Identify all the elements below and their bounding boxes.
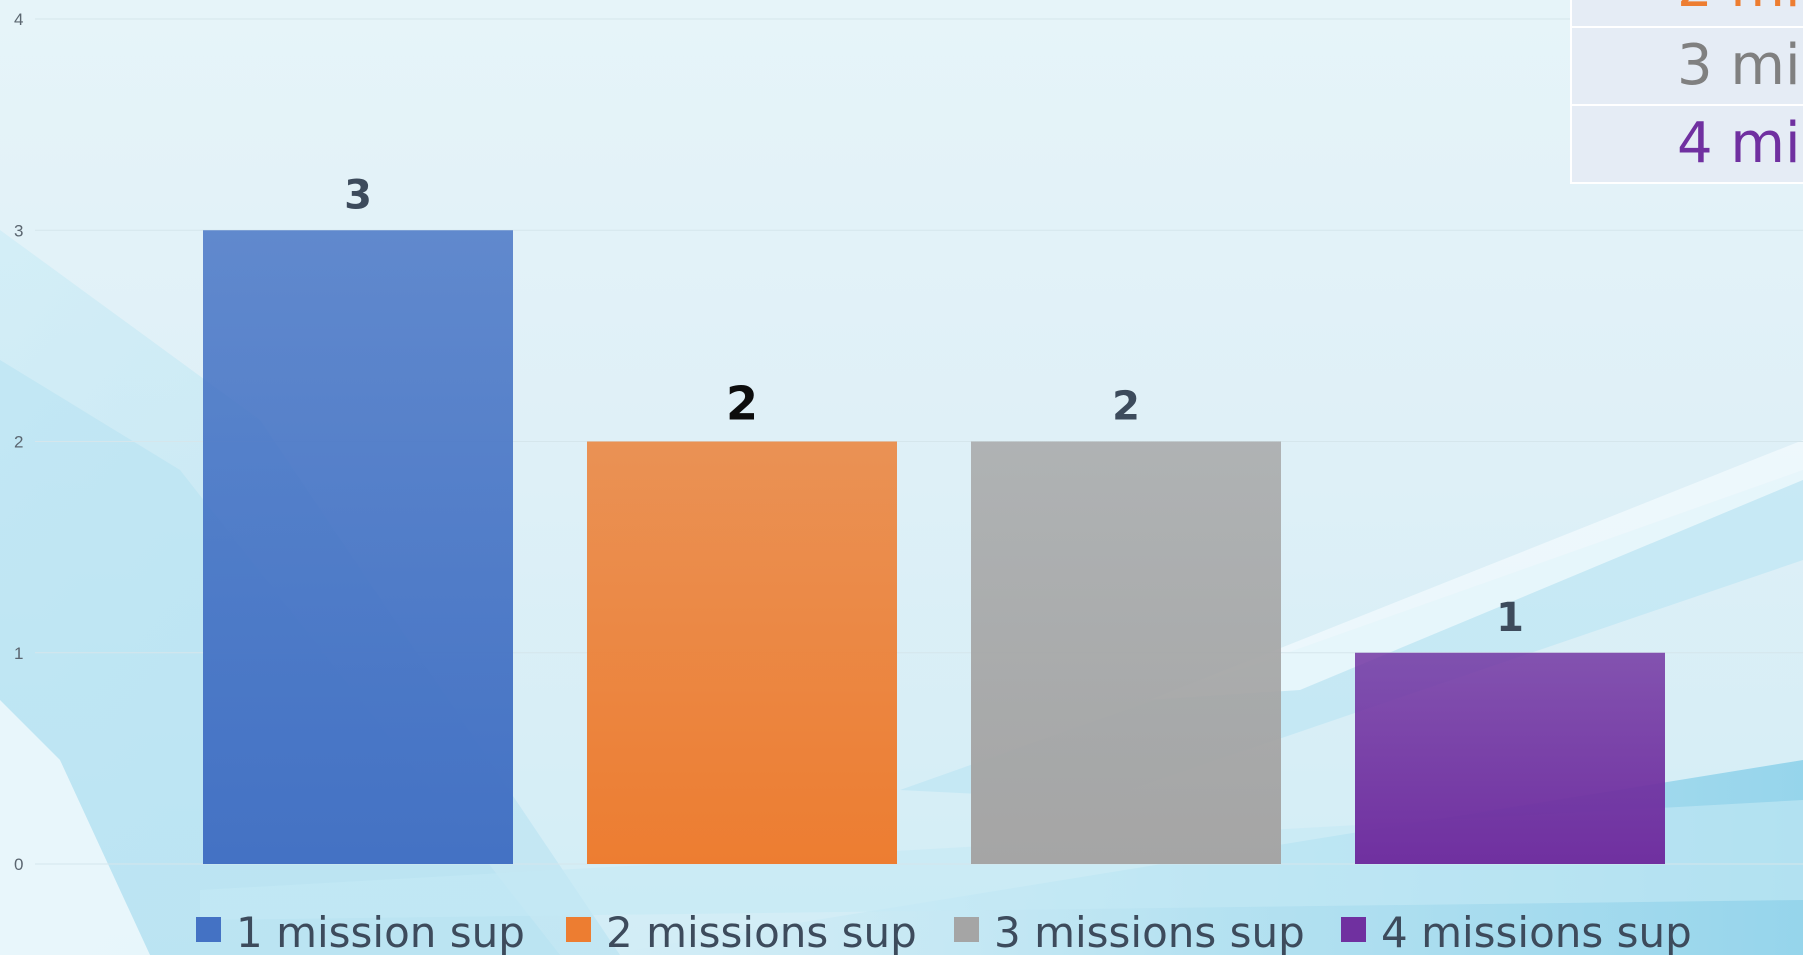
bars [203,230,1665,864]
y-axis-ticks: 0 1 2 3 4 [14,10,23,874]
y-tick-label: 3 [14,221,23,240]
side-table: 2 mis3 mis4 mis [1570,0,1803,184]
legend-label-2: 2 missions sup [606,908,917,955]
y-tick-label: 1 [14,644,23,663]
side-table-row: 2 mis [1570,0,1803,28]
legend-swatch-2 [566,917,591,942]
data-label-2: 2 [726,377,758,431]
legend-label-4: 4 missions sup [1381,908,1692,955]
legend-label-3: 3 missions sup [994,908,1305,955]
legend-label-1: 1 mission sup [236,908,525,955]
side-table-cell: 2 mis [1570,0,1803,28]
side-table-cell: 3 mis [1570,26,1803,106]
legend-swatch-3 [954,917,979,942]
side-table-row: 4 mis [1570,104,1803,184]
y-tick-label: 0 [14,855,23,874]
legend: 1 mission sup 2 missions sup 3 missions su… [196,908,1692,955]
bar-4 [1355,652,1665,864]
bar-1 [203,230,513,864]
data-label-4: 1 [1496,595,1524,641]
legend-swatch-1 [196,917,221,942]
y-tick-label: 4 [14,10,23,29]
legend-swatch-4 [1341,917,1366,942]
side-table-row: 3 mis [1570,26,1803,106]
bar-3 [971,441,1281,864]
bar-2 [587,441,897,864]
data-label-1: 3 [344,172,372,218]
data-label-3: 2 [1112,384,1140,430]
y-tick-label: 2 [14,433,23,452]
side-table-cell: 4 mis [1570,104,1803,184]
data-labels: 3 2 2 1 [344,172,1524,641]
